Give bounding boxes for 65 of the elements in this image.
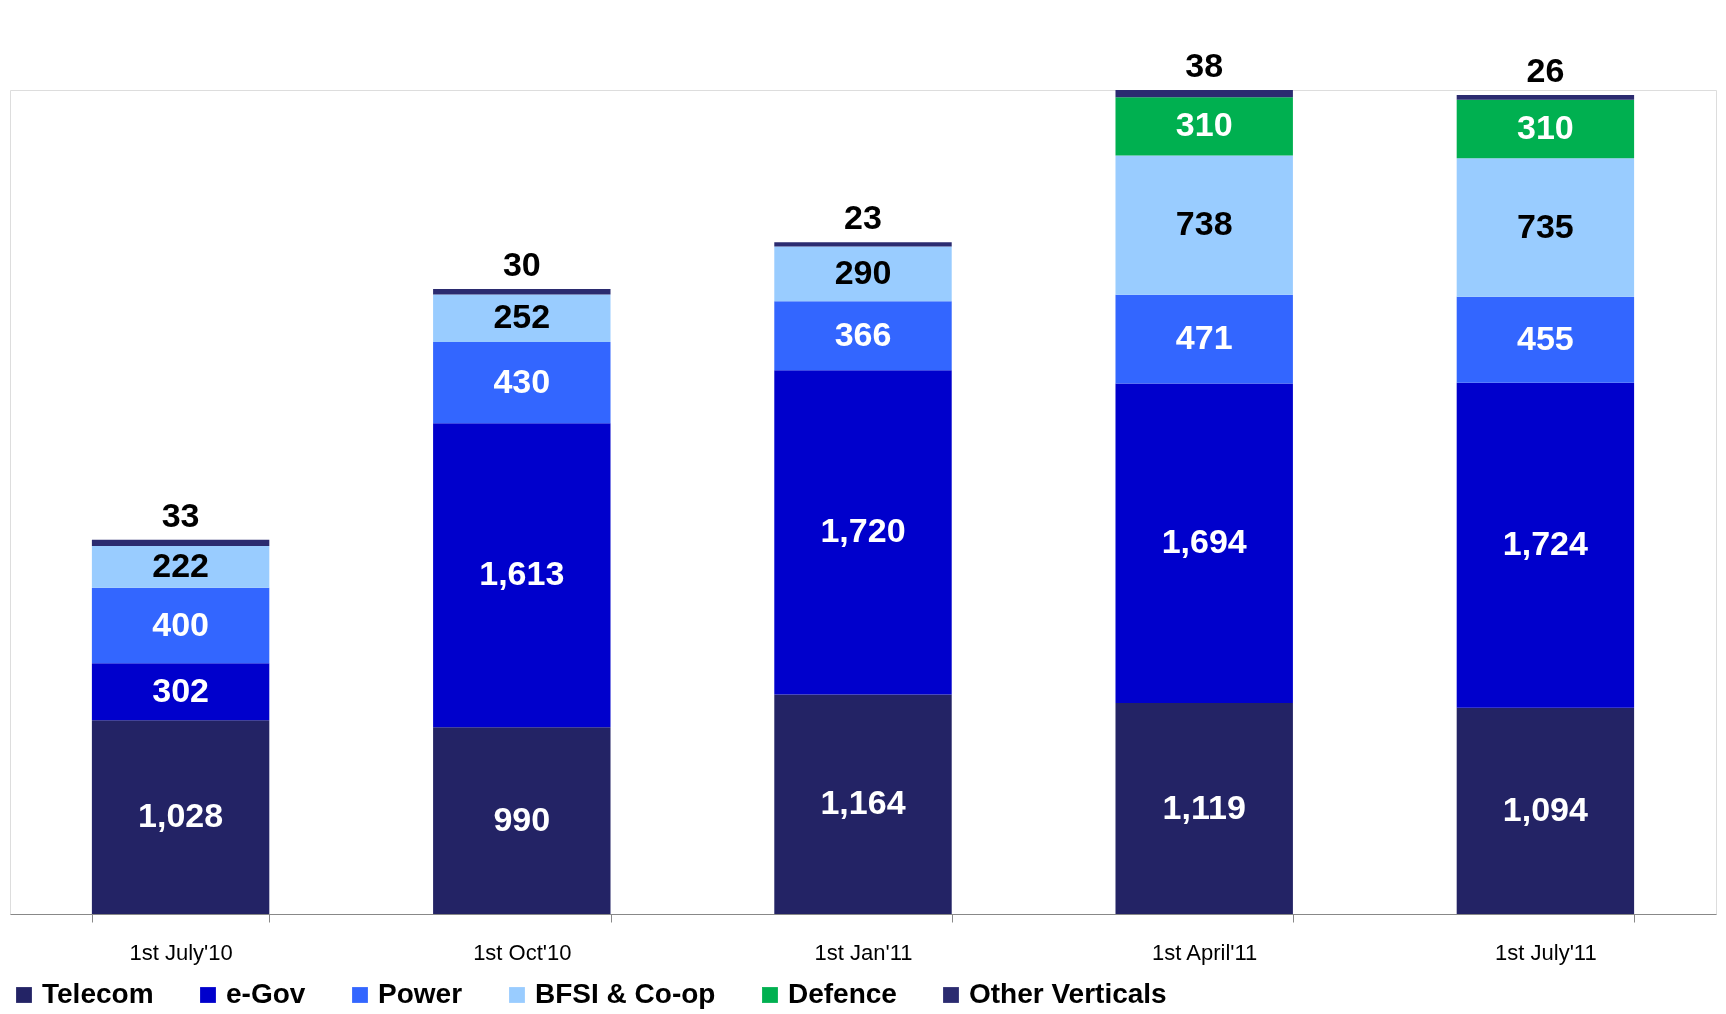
bar [91, 663, 270, 721]
data-label: 1,724 [1502, 524, 1589, 563]
x-tick-label: 1st Oct'10 [473, 939, 572, 965]
data-label: 1,119 [1162, 787, 1246, 826]
bar [1456, 158, 1635, 297]
bar [433, 288, 611, 295]
data-label: 310 [1175, 105, 1233, 144]
data-label: 1,028 [138, 796, 224, 835]
bar [1456, 296, 1635, 383]
bar [1456, 99, 1635, 159]
legend-label: Defence [788, 978, 897, 1009]
bar [1115, 294, 1293, 384]
bar [433, 342, 611, 424]
data-label: 990 [493, 799, 551, 838]
data-label: 735 [1517, 206, 1574, 245]
data-label: 252 [493, 297, 551, 336]
bar [1456, 707, 1635, 914]
bar [1456, 382, 1635, 708]
legend-label: Other Verticals [969, 978, 1167, 1009]
data-label: 738 [1175, 204, 1233, 243]
bar [1456, 94, 1635, 100]
legend-label: e-Gov [226, 978, 306, 1009]
data-label: 430 [493, 361, 551, 400]
bar [91, 587, 270, 664]
bar [774, 242, 952, 247]
bar [1115, 97, 1293, 156]
bar [1115, 155, 1293, 295]
bar [1115, 703, 1293, 914]
data-label: 471 [1175, 318, 1233, 357]
x-tick-label: 1st April'11 [1152, 939, 1258, 965]
data-label: 1,164 [820, 783, 906, 822]
legend-label: BFSI & Co-op [535, 978, 716, 1009]
bar [774, 301, 952, 371]
data-label: 23 [844, 198, 882, 237]
bar [1115, 383, 1293, 703]
legend-label: Telecom [42, 978, 154, 1009]
data-label: 30 [502, 244, 541, 283]
bar [774, 694, 952, 914]
bar [91, 545, 270, 588]
x-tick-label: 1st July'11 [1495, 939, 1597, 965]
data-label: 290 [834, 252, 892, 291]
data-label: 222 [152, 545, 209, 584]
legend-label: Power [378, 978, 463, 1009]
bar [433, 294, 611, 343]
bar [1115, 90, 1293, 98]
data-label: 455 [1517, 318, 1574, 357]
data-label: 26 [1526, 50, 1565, 89]
bar [433, 727, 611, 914]
data-label: 1,694 [1161, 522, 1247, 561]
data-label: 38 [1185, 46, 1224, 84]
data-label: 1,613 [479, 554, 565, 593]
bar [774, 246, 952, 302]
x-tick-label: 1st July'10 [129, 939, 233, 965]
bar [433, 423, 611, 728]
data-label: 33 [161, 495, 200, 534]
data-label: 302 [152, 670, 209, 709]
data-label: 1,720 [820, 511, 906, 550]
bar [91, 539, 270, 546]
data-label: 1,094 [1502, 789, 1589, 828]
data-label: 366 [834, 314, 892, 353]
x-tick-label: 1st Jan'11 [814, 939, 913, 965]
bar [91, 720, 270, 914]
data-label: 400 [152, 604, 209, 643]
data-label: 310 [1517, 108, 1574, 147]
bar [774, 370, 952, 695]
